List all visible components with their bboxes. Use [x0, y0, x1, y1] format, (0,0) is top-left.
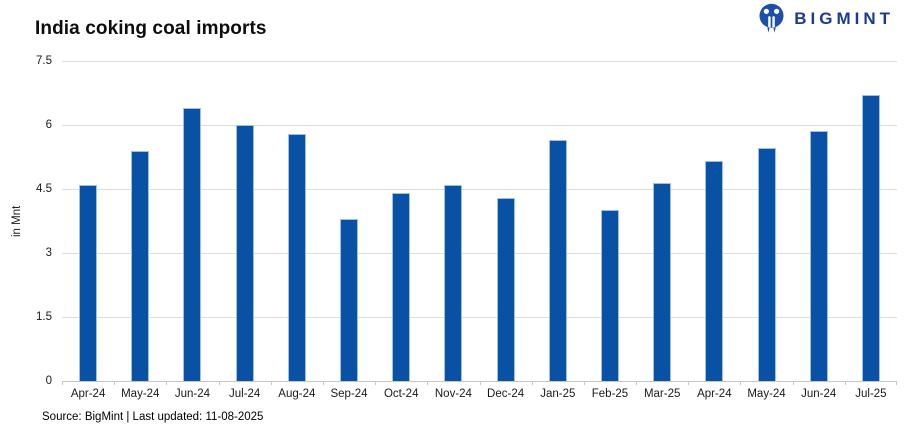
gridline: [62, 252, 897, 254]
bar: [340, 218, 359, 381]
x-tick-label: Mar-25: [643, 388, 681, 400]
y-tick-label: 4.5: [36, 183, 52, 195]
gridline: [62, 124, 897, 126]
x-tick-label: Nov-24: [434, 388, 472, 400]
gridline: [62, 188, 897, 190]
axis-tick: [218, 381, 220, 385]
x-tick-label: Aug-24: [278, 388, 316, 400]
bar: [548, 139, 567, 381]
bar: [496, 197, 515, 381]
x-tick-label: May-24: [747, 388, 786, 400]
y-tick-label: 3: [45, 247, 52, 259]
x-axis-ticks: [62, 381, 897, 385]
axis-tick: [166, 381, 168, 385]
bar: [131, 150, 150, 381]
bar: [757, 148, 776, 381]
axis-tick: [636, 381, 638, 385]
bar: [653, 182, 672, 381]
bar: [861, 95, 880, 381]
bar: [705, 161, 724, 381]
source-note: Source: BigMint | Last updated: 11-08-20…: [42, 411, 264, 423]
axis-tick: [479, 381, 481, 385]
x-tick-label: Jun-24: [174, 388, 211, 400]
axis-tick: [322, 381, 324, 385]
y-axis: 0 1.5 3 4.5 6 7.5: [0, 55, 52, 387]
bigmint-monogram-icon: [759, 3, 784, 33]
bar: [809, 131, 828, 381]
y-tick-label: 1.5: [36, 311, 52, 323]
axis-tick: [427, 381, 429, 385]
x-tick-label: Apr-24: [70, 388, 106, 400]
chart-title: India coking coal imports: [35, 18, 267, 39]
x-tick-label: Oct-24: [383, 388, 419, 400]
x-tick-label: Jan-25: [540, 388, 576, 400]
x-tick-label: May-24: [121, 388, 160, 400]
gridline: [62, 60, 897, 62]
bar: [392, 193, 411, 381]
bar: [79, 184, 98, 381]
bar: [235, 125, 254, 381]
axis-tick: [375, 381, 377, 385]
bigmint-logo: BIGMINT: [756, 3, 894, 34]
y-tick-label: 7.5: [36, 55, 52, 67]
axis-tick: [740, 381, 742, 385]
axis-tick: [688, 381, 690, 385]
bigmint-logo-text: BIGMINT: [794, 8, 894, 28]
x-tick-label: Feb-25: [591, 388, 629, 400]
x-tick-label: Jun-24: [801, 388, 837, 400]
axis-tick: [896, 381, 897, 385]
plot-area: [62, 60, 897, 382]
y-tick-label: 0: [45, 375, 52, 387]
x-tick-label: Jul-25: [855, 388, 887, 400]
axis-tick: [844, 381, 846, 385]
axis-tick: [114, 381, 116, 385]
axis-tick: [583, 381, 585, 385]
axis-tick: [270, 381, 272, 385]
bar: [183, 107, 202, 381]
x-tick-label: Apr-24: [697, 388, 732, 400]
axis-tick: [62, 381, 63, 385]
x-tick-label: Jul-24: [228, 388, 261, 400]
bar: [287, 133, 306, 381]
x-tick-label: Dec-24: [487, 388, 525, 400]
y-tick-label: 6: [45, 119, 52, 131]
axis-tick: [531, 381, 533, 385]
x-axis: Apr-24 May-24 Jun-24 Jul-24 Aug-24 Sep-24 Oct-…: [62, 388, 897, 403]
bar: [444, 184, 463, 381]
bar: [600, 210, 619, 381]
axis-tick: [792, 381, 794, 385]
x-tick-label: Sep-24: [330, 388, 368, 400]
gridline: [62, 316, 897, 318]
